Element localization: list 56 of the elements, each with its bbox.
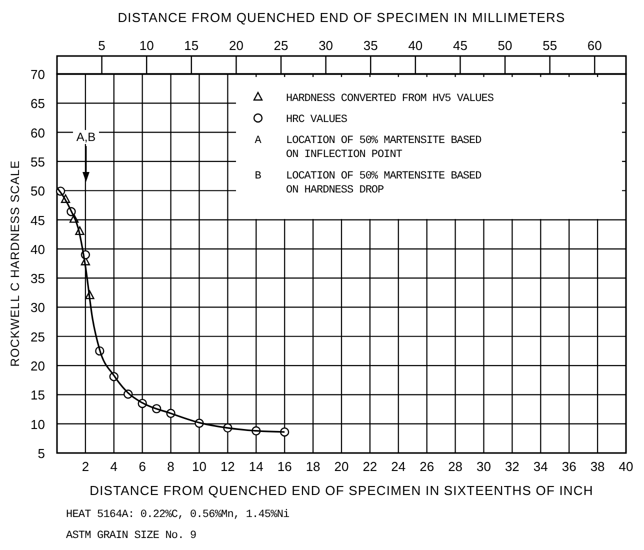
x2-axis-title: DISTANCE FROM QUENCHED END OF SPECIMEN IN MILLIMETERS — [118, 10, 566, 25]
annotation: A,B — [76, 130, 96, 144]
y-tick-label: 15 — [30, 388, 45, 403]
x2-tick-label: 15 — [184, 38, 199, 53]
x-tick-label: 38 — [590, 459, 605, 474]
x-tick-label: 32 — [504, 459, 520, 474]
y-tick-label: 35 — [30, 271, 45, 286]
x-tick-label: 4 — [110, 459, 118, 474]
y-tick-label: 30 — [30, 300, 45, 316]
y-tick-label: 50 — [30, 184, 45, 199]
text: ASTM GRAIN SIZE No. 9 — [66, 530, 196, 542]
legend-label: HRC VALUES — [286, 114, 348, 126]
x-tick-label: 8 — [167, 459, 174, 474]
x-tick-label: 30 — [476, 459, 491, 474]
x-tick-label: 14 — [248, 459, 264, 474]
x-tick-label: 18 — [306, 459, 320, 474]
y-tick-label: 20 — [30, 358, 45, 374]
x2-tick-label: 45 — [452, 38, 468, 53]
y-tick-label: 45 — [30, 212, 45, 228]
x-tick-label: 24 — [391, 459, 406, 474]
text: A LOCATION OF 50% MARTENSITE BASED ON INFLECTION POINT — [254, 135, 482, 161]
x-tick-label: 22 — [362, 459, 378, 474]
x-tick-label: 10 — [192, 459, 206, 474]
x-tick-label: 12 — [220, 459, 235, 474]
y-tick-label: 55 — [30, 154, 45, 170]
x2-tick-label: 20 — [228, 38, 244, 53]
x-axis-title: DISTANCE FROM QUENCHED END OF SPECIMEN IN SIXTEENTHS OF INCH — [90, 483, 594, 498]
y-tick-label: 5 — [38, 446, 45, 461]
x-tick-label: 40 — [618, 459, 634, 474]
y-tick-label: 10 — [30, 416, 45, 432]
text: HEAT 5164A: 0.22%C, 0.56%Mn, 1.45%Ni — [66, 509, 290, 521]
text: B LOCATION OF 50% MARTENSITE BASED ON HARDNESS DROP — [254, 170, 482, 197]
x-tick-label: 26 — [420, 459, 434, 474]
x-tick-label: 2 — [82, 459, 90, 474]
x-tick-label: 28 — [448, 459, 463, 474]
y-tick-label: 65 — [30, 96, 45, 112]
y-tick-label: 70 — [30, 67, 45, 82]
x2-tick-label: 5 — [98, 38, 106, 53]
x2-tick-label: 50 — [498, 38, 512, 53]
x2-tick-label: 30 — [318, 38, 334, 53]
x-tick-label: 16 — [277, 459, 292, 474]
x-tick-label: 36 — [562, 459, 576, 474]
x-tick-label: 34 — [533, 459, 548, 474]
y-tick-label: 40 — [30, 242, 45, 257]
y-tick-label: 60 — [30, 125, 45, 140]
x-tick-label: 20 — [334, 459, 349, 474]
x2-tick-label: 35 — [363, 38, 378, 53]
x2-tick-label: 10 — [139, 38, 154, 53]
x2-tick-label: 60 — [587, 38, 602, 53]
x2-tick-label: 40 — [408, 38, 423, 53]
x2-tick-label: 55 — [542, 38, 558, 53]
y-tick-label: 25 — [30, 329, 45, 344]
legend-label: HARDNESS CONVERTED FROM HV5 VALUES — [286, 93, 494, 105]
x-tick-label: 6 — [138, 459, 146, 474]
y-axis-title: ROCKWELL C HARDNESS SCALE — [8, 160, 22, 367]
x2-tick-label: 25 — [274, 38, 288, 53]
